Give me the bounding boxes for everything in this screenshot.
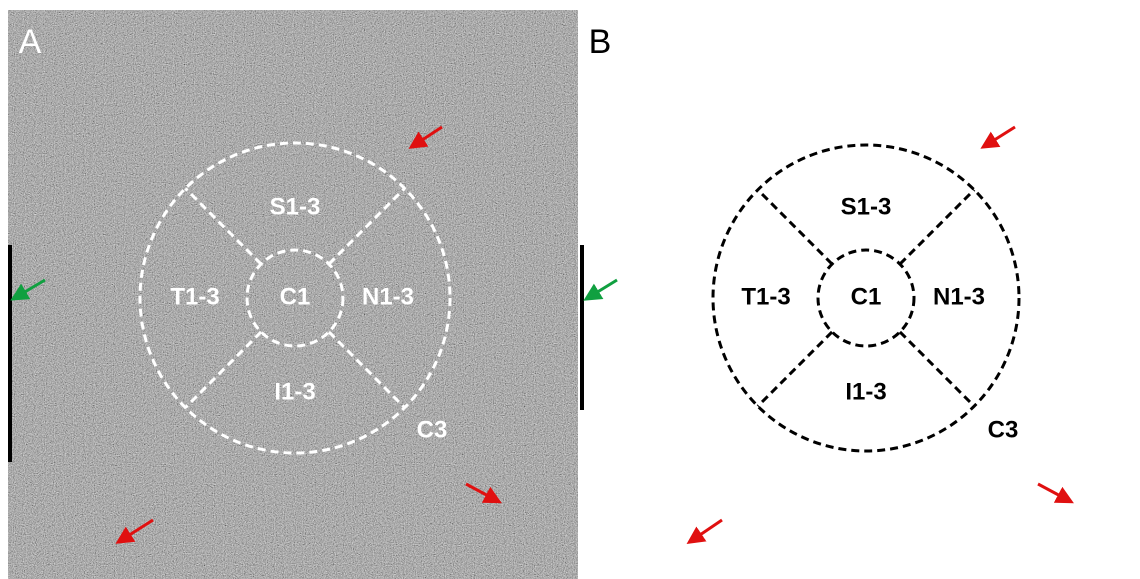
region-label: I1-3	[845, 378, 886, 405]
region-label: N1-3	[362, 283, 414, 310]
region-label: T1-3	[741, 283, 790, 310]
region-label: C1	[280, 283, 311, 310]
region-label: S1-3	[270, 193, 321, 220]
region-label: I1-3	[274, 378, 315, 405]
region-label: C1	[851, 283, 882, 310]
region-label: C3	[988, 416, 1019, 443]
panel-label: A	[19, 23, 42, 61]
region-label: T1-3	[170, 283, 219, 310]
region-label: N1-3	[933, 283, 985, 310]
edge-bar	[580, 245, 584, 410]
region-label: C3	[417, 416, 448, 443]
figure: A S1-3 T1-3 C1 N1-3 I1-3 C3 B S1-3 T1-3 C1 N1-3 I1-3…	[0, 0, 1140, 579]
region-label: S1-3	[841, 193, 892, 220]
edge-bar	[8, 245, 12, 462]
panel-label: B	[589, 23, 612, 61]
